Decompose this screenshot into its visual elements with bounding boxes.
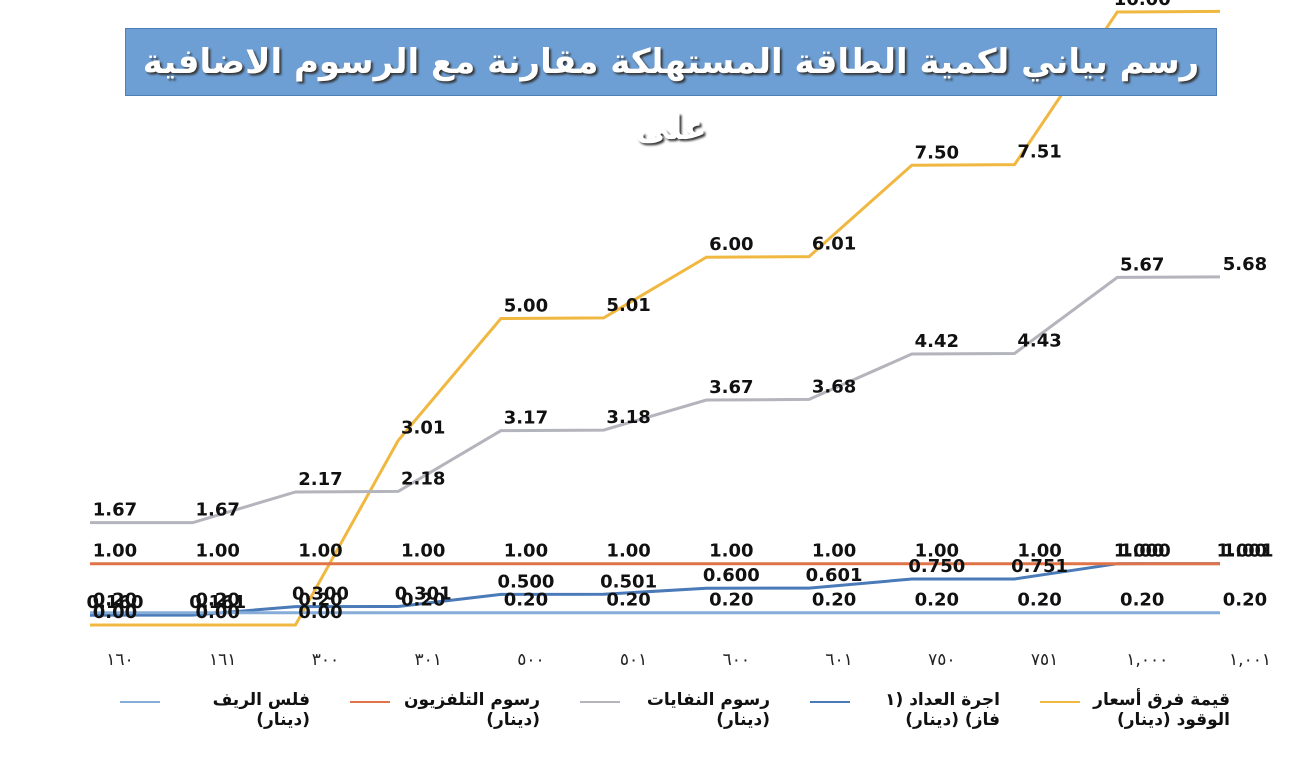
data-label: 0.00 [196, 602, 240, 623]
legend-label: فلس الريف (دينار) [212, 690, 310, 730]
data-label: 4.43 [1017, 330, 1061, 351]
x-tick-label: ٣٠٠ [312, 650, 339, 670]
data-label: 4.42 [915, 331, 959, 352]
legend-label: قيمة فرق أسعار الوقود (دينار) [1093, 690, 1230, 730]
data-label: 5.68 [1223, 254, 1267, 275]
data-label: 1.00 [93, 541, 137, 562]
data-label: 1.001 [1217, 541, 1274, 562]
legend-label: رسوم النفايات (دينار) [646, 690, 770, 730]
data-label: 1.00 [504, 541, 548, 562]
data-label: 10.00 [1114, 0, 1171, 10]
data-label: 7.50 [915, 142, 959, 163]
data-label: 0.00 [298, 602, 342, 623]
data-label: 1.00 [709, 541, 753, 562]
data-label: 1.00 [1120, 541, 1164, 562]
data-label: 5.67 [1120, 254, 1164, 275]
data-label: 0.301 [395, 584, 452, 605]
x-tick-label: ٦٠٠ [723, 650, 750, 670]
data-label: 0.750 [908, 556, 965, 577]
data-label: 1.67 [196, 500, 240, 521]
data-label: 1.00 [1017, 541, 1061, 562]
data-label: 1.67 [93, 500, 137, 521]
data-label: 2.18 [401, 468, 445, 489]
data-label: 0.501 [600, 571, 657, 592]
x-tick-label: ١,٠٠٠ [1126, 650, 1168, 670]
data-label: 1.00 [401, 541, 445, 562]
data-label: 5.00 [504, 296, 548, 317]
data-label: 0.20 [915, 590, 959, 611]
data-label: 1.00 [812, 541, 856, 562]
legend-swatch [350, 701, 390, 703]
data-label: 3.17 [504, 408, 548, 429]
series-line [90, 275, 1221, 525]
data-label: 0.20 [606, 590, 650, 611]
series-line [89, 562, 1221, 617]
legend-swatch [120, 701, 160, 703]
legend-item: رسوم التلفزيون (دينار) [320, 690, 540, 730]
legend-label: اجرة العداد (١ فاز) (دينار) [885, 690, 1000, 730]
data-label: 0.20 [401, 590, 445, 611]
data-label: 3.18 [606, 407, 650, 428]
data-label: 3.68 [812, 376, 856, 397]
x-tick-label: ٧٥٠ [928, 650, 955, 670]
data-label: 1.00 [606, 541, 650, 562]
data-label: 5.01 [606, 295, 650, 316]
x-tick-label: ٣٠١ [414, 650, 441, 670]
legend-swatch [810, 701, 850, 703]
data-label: 1.000 [1114, 541, 1171, 562]
x-tick-label: ١٦١ [209, 650, 236, 670]
data-label: 0.20 [504, 590, 548, 611]
data-label: 2.17 [298, 469, 342, 490]
x-tick-label: ٧٥١ [1031, 650, 1058, 670]
data-label: 0.20 [298, 590, 342, 611]
data-label: 0.20 [1120, 590, 1164, 611]
data-label: 6.00 [709, 234, 753, 255]
x-tick-label: ١٦٠ [106, 650, 133, 670]
data-label: 0.20 [196, 590, 240, 611]
legend-swatch [580, 701, 620, 703]
data-label: 6.01 [812, 234, 856, 255]
data-label: 0.20 [812, 590, 856, 611]
data-label: 0.500 [497, 571, 554, 592]
data-label: 0.751 [1011, 556, 1068, 577]
data-label: 0.300 [292, 584, 349, 605]
legend-item: اجرة العداد (١ فاز) (دينار) [780, 690, 1000, 730]
data-label: 0.601 [806, 565, 863, 586]
data-label: 3.01 [401, 417, 445, 438]
x-tick-label: ٦٠١ [825, 650, 852, 670]
data-label: 1.00 [915, 541, 959, 562]
data-label: 0.161 [189, 592, 246, 613]
legend-swatch [1040, 701, 1080, 703]
data-label: 1.00 [298, 541, 342, 562]
series-line [90, 9, 1221, 627]
data-label: 0.20 [1223, 590, 1267, 611]
legend-label: رسوم التلفزيون (دينار) [404, 690, 540, 730]
data-label: 0.160 [87, 592, 144, 613]
data-label: 1.00 [1223, 541, 1267, 562]
legend-item: فلس الريف (دينار) [90, 690, 310, 730]
data-label: 0.20 [93, 590, 137, 611]
chart-title: رسم بياني لكمية الطاقة المستهلكة مقارنة … [125, 28, 1217, 148]
legend: قيمة فرق أسعار الوقود (دينار) اجرة العداد… [90, 690, 1230, 730]
data-label: 1.00 [196, 541, 240, 562]
x-tick-label: ٥٠٠ [517, 650, 544, 670]
data-label: 7.51 [1017, 142, 1061, 163]
data-label: 0.00 [93, 602, 137, 623]
data-label: 3.67 [709, 377, 753, 398]
x-tick-label: ١,٠٠١ [1229, 650, 1271, 670]
legend-item: قيمة فرق أسعار الوقود (دينار) [1010, 690, 1230, 730]
data-label: 0.20 [1017, 590, 1061, 611]
data-label: 0.600 [703, 565, 760, 586]
x-tick-label: ٥٠١ [620, 650, 647, 670]
data-label: 0.20 [709, 590, 753, 611]
legend-item: رسوم النفايات (دينار) [550, 690, 770, 730]
